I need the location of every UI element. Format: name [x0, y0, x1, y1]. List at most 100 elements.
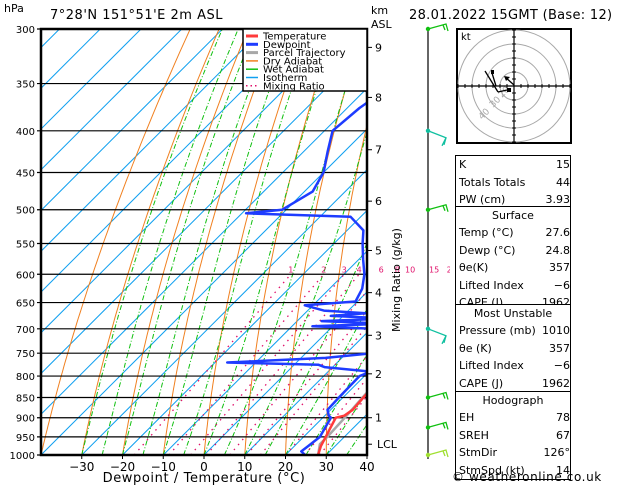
legend-label: Isotherm: [263, 73, 307, 84]
skew-t-chart: 3003504004505005506006507007508008509009…: [10, 0, 450, 486]
pressure-tick-label: 500: [16, 206, 35, 217]
index-row: K 15: [456, 156, 570, 174]
wet-adiabat-line: [285, 307, 367, 455]
hodograph-marker: [491, 70, 494, 74]
hodograph-axes: [457, 29, 571, 143]
index-value: 3.93: [545, 193, 571, 207]
mixing-ratio-labels: 12346810152025: [288, 265, 450, 274]
legend-label: Temperature: [262, 32, 326, 43]
wet-adiabat-line: [223, 29, 365, 455]
surface-label: Temp (°C): [459, 226, 514, 240]
wind-barb-feather: [442, 423, 446, 429]
surface-row: θe(K) 357: [456, 259, 570, 277]
hodograph-stat-value: 126°: [543, 446, 571, 460]
surface-label: Lifted Index: [459, 278, 524, 292]
legend-label: Dewpoint: [263, 40, 311, 51]
pressure-tick-label: 950: [16, 433, 35, 444]
surface-row: Lifted Index −6: [456, 277, 570, 295]
wind-barbs: [425, 23, 449, 459]
wind-barb-feather: [441, 335, 447, 345]
isotherm-line: [41, 29, 101, 89]
chart-title: 7°28'N 151°51'E 2m ASL: [50, 8, 223, 23]
copyright-text: © weatheronline.co.uk: [452, 470, 602, 484]
isotherm-line: [203, 291, 367, 455]
pressure-tick-label: 850: [16, 393, 35, 404]
indices-panel: K 15 Totals Totals 44 PW (cm) 3.93: [455, 155, 571, 210]
legend-label: Parcel Trajectory: [263, 48, 346, 59]
mixing-ratio-line: [246, 309, 367, 455]
most-unstable-value: 357: [549, 341, 570, 355]
index-label: PW (cm): [459, 193, 506, 207]
surface-title: Surface: [492, 209, 534, 222]
wind-barb-feather: [442, 393, 446, 399]
wet-adiabat-line: [142, 29, 273, 455]
index-value: 15: [556, 158, 570, 172]
isotherm-line: [121, 209, 367, 455]
pressure-tick-label: 800: [16, 372, 35, 383]
x-tick-label: −20: [110, 460, 135, 474]
mixing-ratio-axis-label: Mixing Ratio (g/kg): [390, 228, 403, 332]
pressure-unit-label: hPa: [4, 2, 24, 15]
pressure-tick-label: 400: [16, 127, 35, 138]
surface-value: 24.8: [545, 243, 571, 257]
surface-value: 27.6: [545, 226, 571, 240]
surface-value: 357: [549, 261, 570, 275]
pressure-tick-label: 650: [16, 299, 35, 310]
hodograph-title: Hodograph: [482, 394, 544, 407]
wind-barb-feather: [442, 205, 446, 211]
surface-row: Temp (°C) 27.6: [456, 224, 570, 242]
x-tick-label: 0: [200, 460, 208, 474]
hodograph-trace: [484, 70, 515, 93]
isotherm-line: [162, 250, 367, 455]
x-tick-label: 10: [237, 460, 252, 474]
dry-adiabat-line: [443, 0, 450, 472]
hodograph-panel: Hodograph EH 78 SREH 67 StmDir 126° StmSpd (kt…: [455, 391, 571, 480]
wet-adiabat-line: [203, 29, 337, 455]
height-tick-label: 7: [375, 144, 382, 157]
index-label: K: [459, 158, 467, 172]
hodograph-stat-row: EH 78: [456, 409, 570, 427]
height-axis: 9 8 7 6 5 4 3 2 1 LCL: [367, 41, 398, 451]
hodograph-stat-value: 14: [556, 463, 570, 477]
height-tick-label: 1: [375, 412, 382, 425]
height-tick-label: 9: [375, 41, 382, 54]
mixing-ratio-label: 3: [342, 265, 347, 274]
mixing-ratio-label: 2: [321, 265, 326, 274]
isotherm-line: [41, 29, 142, 130]
x-axis-label: Dewpoint / Temperature (°C): [103, 471, 306, 486]
wet-adiabat-line: [162, 29, 292, 455]
x-tick-label: −30: [69, 460, 94, 474]
x-tick-label: 30: [319, 460, 334, 474]
wind-barb: [427, 203, 449, 212]
pressure-tick-label: 700: [16, 325, 35, 336]
surface-label: Dewp (°C): [459, 243, 516, 257]
index-row: Totals Totals 44: [456, 174, 570, 192]
isotherm-line: [81, 169, 367, 455]
most-unstable-value: 1010: [542, 324, 570, 338]
parcel-trajectory-profile: [316, 390, 367, 455]
wind-barb-feather: [441, 137, 447, 147]
most-unstable-value: −6: [553, 359, 570, 373]
hodograph-arrowhead: [504, 76, 510, 81]
pressure-tick-label: 550: [16, 239, 35, 250]
isotherm-line: [41, 29, 224, 212]
km-label: km: [371, 4, 389, 17]
most-unstable-label: Pressure (mb): [459, 324, 536, 338]
pressure-tick-label: 1000: [10, 451, 35, 462]
most-unstable-title: Most Unstable: [473, 307, 553, 320]
pressure-tick-label: 900: [16, 414, 35, 425]
hodograph-stat-label: StmSpd (kt): [459, 463, 525, 477]
mixing-ratio-label: 1: [288, 265, 293, 274]
mixing-ratio-line: [259, 325, 367, 455]
height-tick-label: 6: [375, 195, 382, 208]
mixing-ratio-line: [190, 273, 345, 455]
wet-adiabat-line: [366, 454, 367, 455]
wet-adiabat-line: [264, 241, 367, 455]
most-unstable-label: θe (K): [459, 341, 492, 355]
pressure-tick-label: 450: [16, 168, 35, 179]
wind-barb-feather: [442, 24, 446, 31]
temperature-profile: [316, 391, 367, 455]
forecast-datetime: 28.01.2022 15GMT (Base: 12): [409, 8, 613, 23]
